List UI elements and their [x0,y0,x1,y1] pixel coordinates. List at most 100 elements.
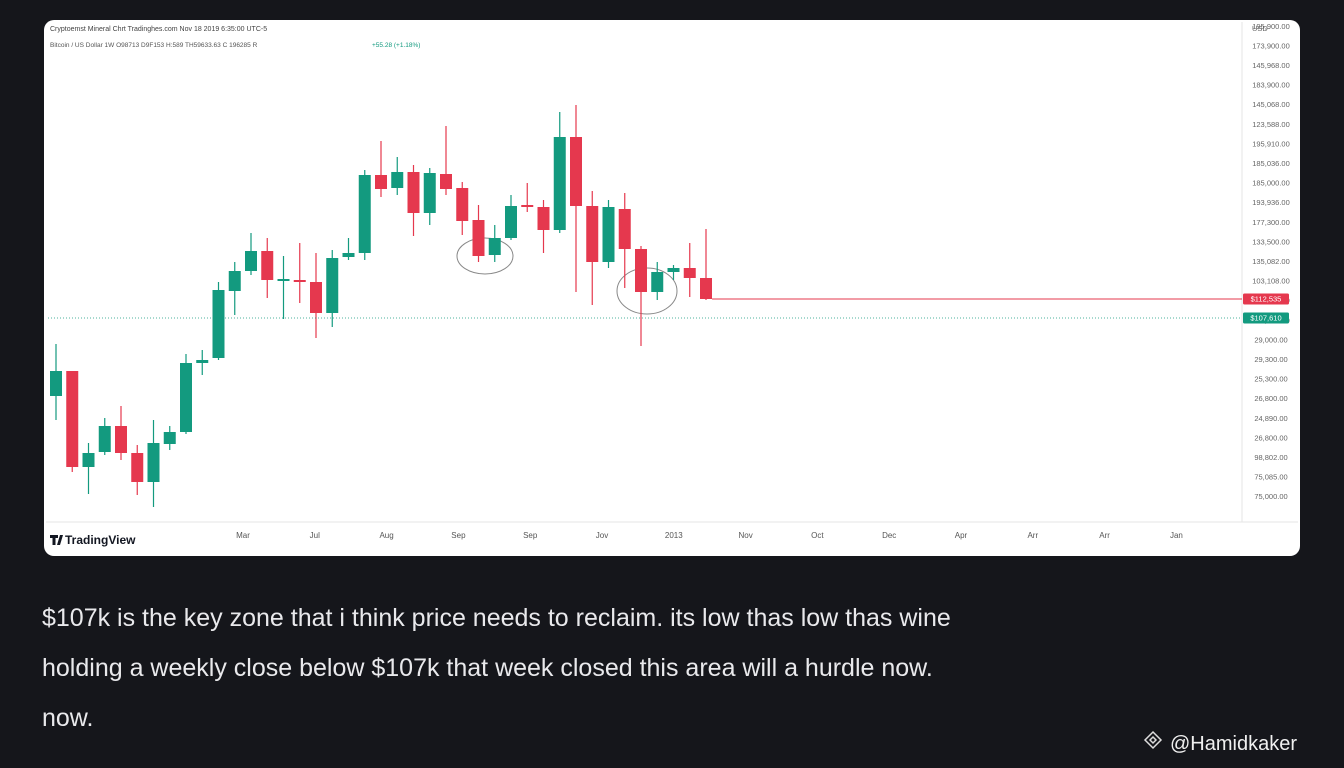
x-tick-label: Dec [882,531,896,540]
price-tag [1243,293,1289,305]
candle-body [358,175,371,253]
tradingview-logo: TradingView [50,533,136,547]
candle-body [261,251,274,280]
symbol-line: Bitcoin / US Dollar 1W O98713 D9F153 H:5… [50,42,258,49]
price-tag-label: $112,535 [1251,294,1282,303]
x-tick-label: Sep [451,531,466,540]
candle-body [683,268,696,278]
candle-body [131,453,144,482]
y-tick-label: 135,082.00 [1252,257,1290,266]
logo-icon [50,535,63,545]
highlight-circle [456,237,514,275]
y-tick-label: 193,936.00 [1252,198,1290,207]
y-tick-label: 177,300.00 [1252,218,1290,227]
author-name: @Hamidkaker [1170,733,1297,755]
candle-body [115,426,127,453]
y-tick-label: 145,068.00 [1252,100,1290,109]
chart-card [44,20,1300,556]
y-tick-label: 123,588.00 [1252,120,1290,129]
y-tick-label: 185,036.00 [1252,159,1290,168]
candle-body [50,371,62,396]
candle-body [98,426,111,452]
candle-body [196,360,209,363]
y-tick-label: 24,890.00 [1254,414,1287,423]
candle-body [391,172,404,188]
x-tick-label: Apr [955,531,968,540]
candle-body [651,272,664,292]
x-tick-label: Mar [236,531,250,540]
price-tag-label: $107,610 [1250,313,1281,322]
logo-text: TradingView [65,533,136,547]
y-tick-label: 185,000.00 [1252,179,1290,188]
candle-body [586,206,599,262]
candle-body [277,279,290,281]
post-line: $107k is the key zone that i think price… [42,604,951,632]
candle-body [310,282,322,313]
x-tick-label: Arr [1027,531,1038,540]
candle-body [212,290,225,358]
candle-body [553,137,566,230]
y-tick-label: 75,000.00 [1254,492,1287,501]
symbol-change: +55.28 (+1.18%) [372,42,420,49]
x-tick-label: Jul [310,531,320,540]
x-tick-label: Jan [1170,531,1183,540]
candle-body [472,220,485,256]
candle-body [602,207,615,262]
chart-source: Cryptoemst Mineral Chrt Tradinghes.com N… [50,26,267,33]
candle-body [147,443,160,482]
candle-body [537,207,550,230]
currency-label: USD [1252,24,1268,33]
candle-body [635,249,647,292]
candle-body [570,137,582,206]
y-tick-label: 173,900.00 [1252,41,1290,50]
x-tick-label: 2013 [665,531,683,540]
candle-body [407,172,420,213]
x-tick-label: Arr [1099,531,1110,540]
candle-body [488,238,501,255]
y-tick-label: 98,802.00 [1254,453,1287,462]
x-tick-label: Oct [811,531,824,540]
y-tick-label: 195,900.00 [1252,22,1290,31]
candle-body [423,173,436,213]
post-text: $107k is the key zone that i think price… [42,604,951,732]
candle-body [618,209,631,249]
x-tick-label: Jov [596,531,608,540]
post-line: now. [42,704,93,732]
candle-body [293,280,306,282]
y-tick-label: 75,085.00 [1254,473,1287,482]
y-tick-label: 195,910.00 [1252,139,1290,148]
y-tick-label: 29,300.00 [1254,355,1287,364]
y-tick-label: 25,300.00 [1254,375,1287,384]
y-tick-label: 29,000.00 [1254,335,1287,344]
y-tick-label: 26,800.00 [1254,394,1287,403]
x-tick-label: Nov [738,531,752,540]
candle-body [66,371,79,467]
author: @Hamidkaker [1143,730,1297,755]
x-tick-label: Sep [523,531,538,540]
candle-body [521,205,534,207]
candle-body [180,363,192,432]
candle-body [228,271,241,291]
candle-body [163,432,176,444]
y-tick-label: 26,800.00 [1254,433,1287,442]
y-tick-label: 133,500.00 [1252,237,1290,246]
candle-body [245,251,257,271]
candle-body [440,174,452,189]
post-line: holding a weekly close below $107k that … [42,654,933,682]
y-tick-label: 183,900.00 [1252,81,1290,90]
price-tag [1243,312,1289,324]
y-tick-label: 145,968.00 [1252,61,1290,70]
candle-body [375,175,387,189]
candle-body [700,278,712,299]
y-tick-label: 103,108.00 [1252,277,1290,286]
candle-body [456,188,469,221]
candle-body [667,268,680,272]
candle-body [505,206,517,238]
author-icon [1143,730,1163,750]
candle-body [326,258,339,313]
candle-body [82,453,95,467]
candle-body [342,253,355,257]
x-tick-label: Aug [379,531,393,540]
